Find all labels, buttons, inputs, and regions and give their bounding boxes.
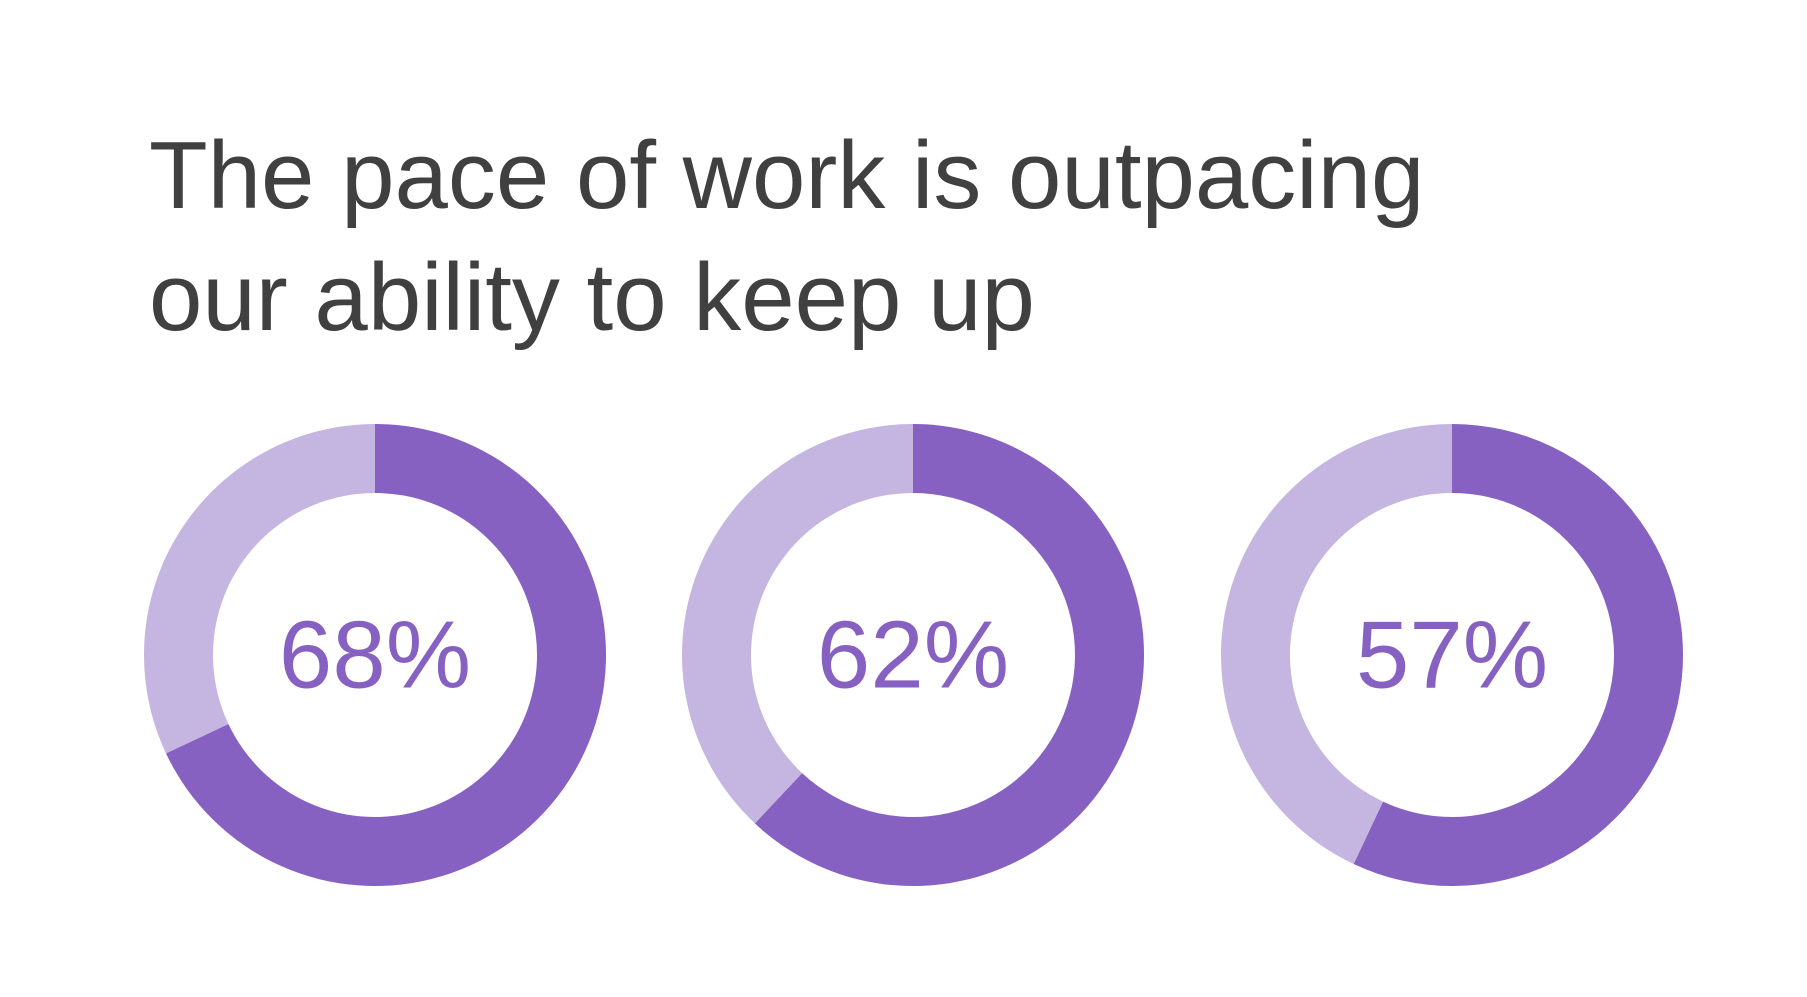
donut-segment xyxy=(1221,424,1452,865)
donut-segment xyxy=(754,424,1144,886)
title-line: The pace of work is outpacing xyxy=(149,122,1424,229)
donut-segment xyxy=(1353,424,1684,886)
donut-segment xyxy=(165,424,606,886)
donut-segment xyxy=(143,424,375,754)
title-line: our ability to keep up xyxy=(149,244,1035,351)
value-label: 68% xyxy=(279,602,471,709)
value-label: 57% xyxy=(1356,602,1548,709)
value-label: 62% xyxy=(817,602,1009,709)
donut-segment xyxy=(682,424,913,824)
